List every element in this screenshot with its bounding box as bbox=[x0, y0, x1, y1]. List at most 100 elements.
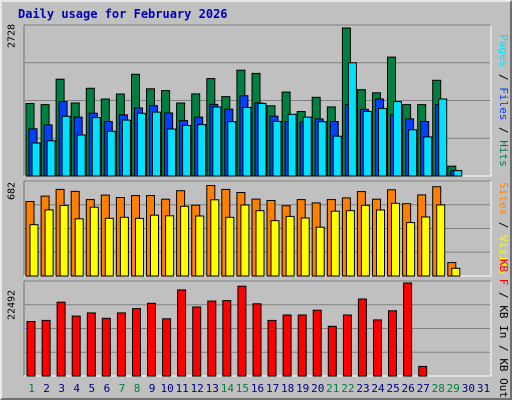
x-tick-label-day-22: 22 bbox=[341, 382, 354, 395]
chart-title: Daily usage for February 2026 bbox=[18, 7, 228, 21]
bar-visits-day-24 bbox=[376, 209, 385, 277]
bar-pages-day-27 bbox=[423, 136, 433, 177]
x-tick-label-day-19: 19 bbox=[296, 382, 309, 395]
bar-visits-day-26 bbox=[406, 222, 416, 277]
x-tick-label-day-30: 30 bbox=[462, 382, 475, 395]
bar-visits-day-15 bbox=[240, 204, 250, 277]
bar-pages-day-1 bbox=[31, 142, 41, 177]
legend-separator: / bbox=[497, 338, 510, 358]
bar-kb-f-day-20 bbox=[312, 309, 322, 377]
bar-kb-f-day-27 bbox=[418, 365, 428, 377]
x-tick-label-day-7: 7 bbox=[119, 382, 126, 395]
bar-kb-f-day-16 bbox=[252, 303, 262, 377]
legend-sites: Sites bbox=[497, 182, 510, 215]
bar-visits-day-6 bbox=[104, 217, 114, 277]
bar-pages-day-18 bbox=[287, 113, 297, 177]
x-tick-label-day-21: 21 bbox=[326, 382, 339, 395]
bar-kb-f-day-4 bbox=[71, 315, 81, 377]
x-tick-label-day-13: 13 bbox=[206, 382, 219, 395]
x-tick-label-day-5: 5 bbox=[88, 382, 95, 395]
bar-visits-day-22 bbox=[345, 210, 355, 277]
x-tick-label-day-25: 25 bbox=[386, 382, 399, 395]
bar-visits-day-23 bbox=[360, 204, 370, 277]
legend-pages: Pages bbox=[497, 34, 510, 67]
bar-visits-day-18 bbox=[285, 215, 295, 277]
legend-separator: / bbox=[497, 285, 510, 305]
x-tick-label-day-10: 10 bbox=[160, 382, 173, 395]
bar-visits-day-2 bbox=[44, 209, 54, 277]
bar-kb-f-day-18 bbox=[282, 314, 292, 377]
bar-pages-day-2 bbox=[46, 140, 56, 177]
bar-visits-day-4 bbox=[74, 218, 84, 277]
bar-pages-day-25 bbox=[393, 101, 402, 177]
bar-kb-f-day-21 bbox=[327, 325, 337, 377]
bar-visits-day-5 bbox=[89, 206, 99, 277]
bar-kb-f-day-10 bbox=[162, 318, 172, 377]
bar-visits-day-13 bbox=[210, 199, 220, 277]
legend-hits: Hits bbox=[497, 140, 510, 167]
bar-pages-day-13 bbox=[212, 106, 222, 177]
x-tick-label-day-2: 2 bbox=[43, 382, 50, 395]
x-tick-label-day-27: 27 bbox=[417, 382, 430, 395]
bar-pages-day-24 bbox=[378, 107, 387, 177]
bar-visits-day-20 bbox=[315, 226, 325, 277]
x-tick-label-day-23: 23 bbox=[356, 382, 369, 395]
bar-pages-day-3 bbox=[61, 115, 71, 177]
bar-pages-day-17 bbox=[272, 120, 282, 177]
panel-2-legend: KB F / KB In / KB Out bbox=[497, 259, 510, 398]
bar-kb-f-day-13 bbox=[207, 300, 217, 377]
bar-kb-f-day-19 bbox=[297, 314, 307, 377]
x-tick-label-day-18: 18 bbox=[281, 382, 294, 395]
x-tick-label-day-29: 29 bbox=[447, 382, 460, 395]
x-tick-label-day-11: 11 bbox=[176, 382, 189, 395]
bar-kb-f-day-23 bbox=[357, 298, 367, 377]
bar-kb-f-day-11 bbox=[177, 289, 187, 377]
bar-pages-day-12 bbox=[197, 124, 207, 177]
bar-pages-day-11 bbox=[182, 125, 192, 177]
bar-pages-day-26 bbox=[408, 129, 418, 177]
bar-kb-f-day-15 bbox=[237, 285, 247, 377]
bar-pages-day-16 bbox=[257, 102, 267, 177]
bar-visits-day-19 bbox=[300, 217, 310, 277]
bar-visits-day-27 bbox=[421, 216, 431, 277]
bar-kb-f-day-9 bbox=[147, 302, 156, 377]
x-tick-label-day-16: 16 bbox=[251, 382, 264, 395]
bar-visits-day-8 bbox=[135, 217, 144, 277]
legend-kb-f: KB F bbox=[497, 259, 510, 286]
bar-pages-day-4 bbox=[76, 134, 86, 177]
bar-kb-f-day-5 bbox=[86, 312, 96, 377]
x-tick-label-day-24: 24 bbox=[371, 382, 385, 395]
x-tick-label-day-9: 9 bbox=[149, 382, 156, 395]
x-tick-label-day-1: 1 bbox=[28, 382, 35, 395]
x-tick-label-day-26: 26 bbox=[401, 382, 414, 395]
x-tick-label-day-15: 15 bbox=[236, 382, 249, 395]
x-tick-label-day-12: 12 bbox=[191, 382, 204, 395]
bar-pages-day-6 bbox=[106, 130, 116, 177]
bar-pages-day-22 bbox=[347, 62, 357, 177]
bar-pages-day-20 bbox=[317, 121, 327, 177]
bar-kb-f-day-26 bbox=[403, 282, 413, 377]
x-tick-label-day-31: 31 bbox=[477, 382, 490, 395]
bar-kb-f-day-17 bbox=[267, 319, 277, 377]
bar-kb-f-day-8 bbox=[132, 308, 141, 377]
bar-pages-day-14 bbox=[227, 121, 237, 177]
panel-0-legend: Pages / Files / Hits bbox=[497, 34, 510, 167]
bar-kb-f-day-1 bbox=[26, 321, 36, 377]
bar-kb-f-day-14 bbox=[222, 300, 232, 377]
bar-pages-day-5 bbox=[91, 117, 101, 177]
bar-visits-day-3 bbox=[59, 204, 69, 277]
bar-visits-day-21 bbox=[330, 210, 340, 277]
x-tick-label-day-17: 17 bbox=[266, 382, 279, 395]
bar-pages-day-28 bbox=[438, 98, 448, 177]
y-max-label-hits: 2728 bbox=[6, 23, 18, 49]
bar-pages-day-29 bbox=[453, 170, 463, 177]
bar-visits-day-17 bbox=[270, 220, 280, 277]
bar-visits-day-11 bbox=[180, 205, 190, 277]
bar-visits-day-16 bbox=[255, 210, 265, 277]
x-tick-label-day-3: 3 bbox=[58, 382, 65, 395]
x-tick-label-day-28: 28 bbox=[432, 382, 445, 395]
bar-visits-day-7 bbox=[119, 216, 129, 277]
bar-pages-day-10 bbox=[167, 128, 177, 177]
bar-kb-f-day-25 bbox=[388, 310, 397, 377]
bar-kb-f-day-12 bbox=[192, 306, 202, 377]
